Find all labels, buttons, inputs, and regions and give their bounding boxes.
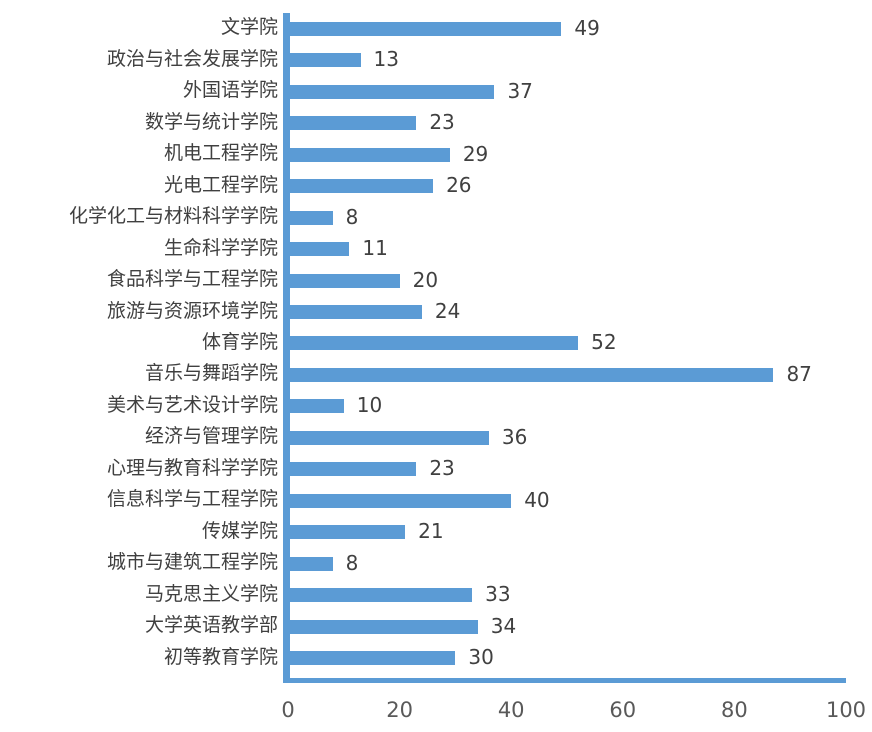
category-label: 大学英语教学部 bbox=[144, 614, 278, 637]
x-tick-label: 20 bbox=[386, 698, 413, 722]
chart-row: 音乐与舞蹈学院 87 bbox=[0, 359, 872, 390]
bar bbox=[288, 619, 478, 634]
chart-row: 心理与教育科学学院 23 bbox=[0, 454, 872, 485]
category-label: 食品科学与工程学院 bbox=[106, 268, 278, 291]
x-tick-label: 80 bbox=[721, 698, 748, 722]
chart-row: 大学英语教学部 34 bbox=[0, 611, 872, 642]
bar bbox=[288, 588, 473, 603]
category-label: 化学化工与材料科学学院 bbox=[68, 205, 278, 228]
category-label: 美术与艺术设计学院 bbox=[106, 393, 278, 416]
chart-row: 美术与艺术设计学院 10 bbox=[0, 391, 872, 422]
bar bbox=[288, 53, 361, 68]
bar bbox=[288, 210, 333, 225]
value-label: 21 bbox=[418, 519, 444, 544]
category-label: 城市与建筑工程学院 bbox=[106, 551, 278, 574]
chart-row: 生命科学学院 11 bbox=[0, 233, 872, 264]
chart-row: 光电工程学院 26 bbox=[0, 170, 872, 201]
category-label: 文学院 bbox=[220, 16, 278, 39]
value-label: 24 bbox=[434, 299, 461, 324]
bar bbox=[288, 525, 406, 540]
category-label: 经济与管理学院 bbox=[144, 425, 278, 448]
category-label: 数学与统计学院 bbox=[144, 110, 278, 133]
chart-row: 体育学院 52 bbox=[0, 328, 872, 359]
bar bbox=[288, 367, 774, 382]
value-label: 10 bbox=[356, 393, 383, 418]
bar bbox=[288, 305, 422, 320]
category-label: 生命科学学院 bbox=[163, 236, 278, 259]
bar bbox=[288, 651, 456, 666]
bar bbox=[288, 556, 333, 571]
x-tick-label: 40 bbox=[497, 698, 525, 722]
value-label: 29 bbox=[462, 141, 489, 166]
value-label: 20 bbox=[412, 267, 439, 292]
category-label: 旅游与资源环境学院 bbox=[106, 299, 278, 322]
value-label: 13 bbox=[373, 47, 399, 72]
bar bbox=[288, 84, 495, 99]
x-tick-label: 100 bbox=[825, 698, 867, 722]
chart-row: 食品科学与工程学院 20 bbox=[0, 265, 872, 296]
chart-row: 机电工程学院 29 bbox=[0, 139, 872, 170]
category-label: 机电工程学院 bbox=[163, 142, 278, 165]
chart-row: 经济与管理学院 36 bbox=[0, 422, 872, 453]
value-label: 33 bbox=[485, 582, 511, 607]
bar bbox=[288, 462, 417, 477]
chart-rows: 文学院 49 政治与社会发展学院 13 外国语学院 37 数学与统计学院 23 机电工程学院 29… bbox=[0, 13, 872, 674]
category-label: 信息科学与工程学院 bbox=[106, 488, 278, 511]
value-label: 87 bbox=[786, 361, 812, 386]
chart-row: 初等教育学院 30 bbox=[0, 643, 872, 674]
bar bbox=[288, 116, 417, 131]
chart-row: 外国语学院 37 bbox=[0, 76, 872, 107]
x-axis-line bbox=[283, 678, 846, 683]
value-label: 49 bbox=[574, 15, 600, 40]
category-label: 马克思主义学院 bbox=[144, 582, 278, 605]
bar bbox=[288, 399, 344, 414]
bar bbox=[288, 273, 400, 288]
chart-row: 信息科学与工程学院 40 bbox=[0, 485, 872, 516]
chart-row: 数学与统计学院 23 bbox=[0, 107, 872, 138]
chart-row: 马克思主义学院 33 bbox=[0, 580, 872, 611]
bar bbox=[288, 147, 450, 162]
bar bbox=[288, 242, 350, 257]
chart-row: 化学化工与材料科学学院 8 bbox=[0, 202, 872, 233]
chart-row: 传媒学院 21 bbox=[0, 517, 872, 548]
chart-row: 旅游与资源环境学院 24 bbox=[0, 296, 872, 327]
category-label: 音乐与舞蹈学院 bbox=[144, 362, 278, 385]
category-label: 外国语学院 bbox=[182, 79, 278, 102]
value-label: 8 bbox=[345, 550, 359, 575]
value-label: 30 bbox=[468, 645, 494, 670]
x-tick-label: 0 bbox=[281, 698, 295, 722]
value-label: 52 bbox=[591, 330, 617, 355]
value-label: 8 bbox=[345, 204, 359, 229]
value-label: 40 bbox=[524, 487, 550, 512]
x-tick-label: 60 bbox=[609, 698, 637, 722]
category-label: 光电工程学院 bbox=[163, 173, 278, 196]
category-label: 政治与社会发展学院 bbox=[106, 47, 278, 70]
chart-row: 文学院 49 bbox=[0, 13, 872, 44]
bar bbox=[288, 493, 512, 508]
category-label: 传媒学院 bbox=[201, 519, 278, 542]
bar bbox=[288, 430, 489, 445]
bar bbox=[288, 179, 434, 194]
category-label: 心理与教育科学学院 bbox=[106, 456, 278, 479]
value-label: 11 bbox=[362, 236, 388, 261]
value-label: 23 bbox=[429, 456, 455, 481]
value-label: 26 bbox=[446, 173, 472, 198]
y-axis-line bbox=[283, 13, 290, 683]
bar bbox=[288, 336, 579, 351]
bar bbox=[288, 21, 562, 36]
chart-row: 政治与社会发展学院 13 bbox=[0, 44, 872, 75]
value-label: 36 bbox=[501, 424, 528, 449]
value-label: 37 bbox=[507, 78, 533, 103]
category-label: 初等教育学院 bbox=[163, 645, 278, 668]
value-label: 23 bbox=[429, 110, 455, 135]
value-label: 34 bbox=[490, 613, 517, 638]
chart-row: 城市与建筑工程学院 8 bbox=[0, 548, 872, 579]
category-label: 体育学院 bbox=[201, 330, 278, 353]
